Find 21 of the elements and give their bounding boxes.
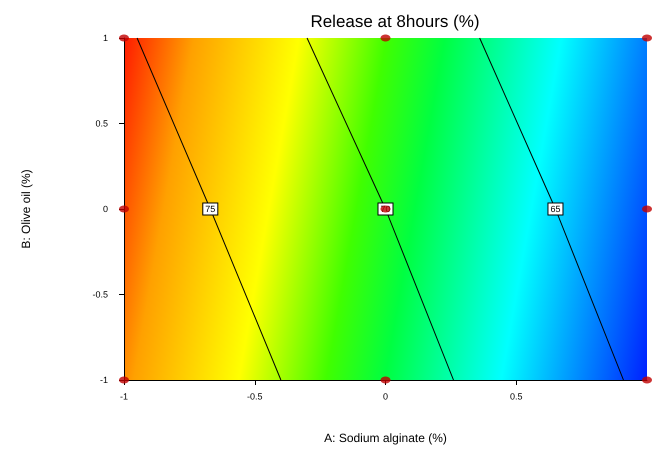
- series-label: 75: [205, 204, 216, 214]
- point: [642, 34, 652, 42]
- x-tick-label: -1: [120, 392, 128, 402]
- y-axis-title: B: Olive oil (%): [19, 169, 33, 249]
- series-label: 65: [550, 204, 560, 214]
- y-tick-label: 0.5: [95, 118, 108, 128]
- x-axis-title: A: Sodium alginate (%): [324, 431, 447, 445]
- x-tick-label: 0.5: [510, 392, 523, 402]
- point: [642, 206, 652, 212]
- point: [119, 206, 129, 212]
- chart-title: Release at 8hours (%): [310, 12, 480, 31]
- point: [380, 34, 390, 42]
- point: [642, 376, 652, 384]
- x-tick-label: 0: [382, 392, 388, 402]
- series-label: 70: [380, 204, 391, 214]
- y-tick-label: 0: [102, 204, 108, 214]
- x-tick-label: -0.5: [246, 392, 263, 402]
- y-tick-label: -0.5: [92, 290, 108, 300]
- y-tick-label: 1: [102, 33, 108, 43]
- point: [380, 376, 390, 384]
- y-tick-label: -1: [100, 375, 108, 385]
